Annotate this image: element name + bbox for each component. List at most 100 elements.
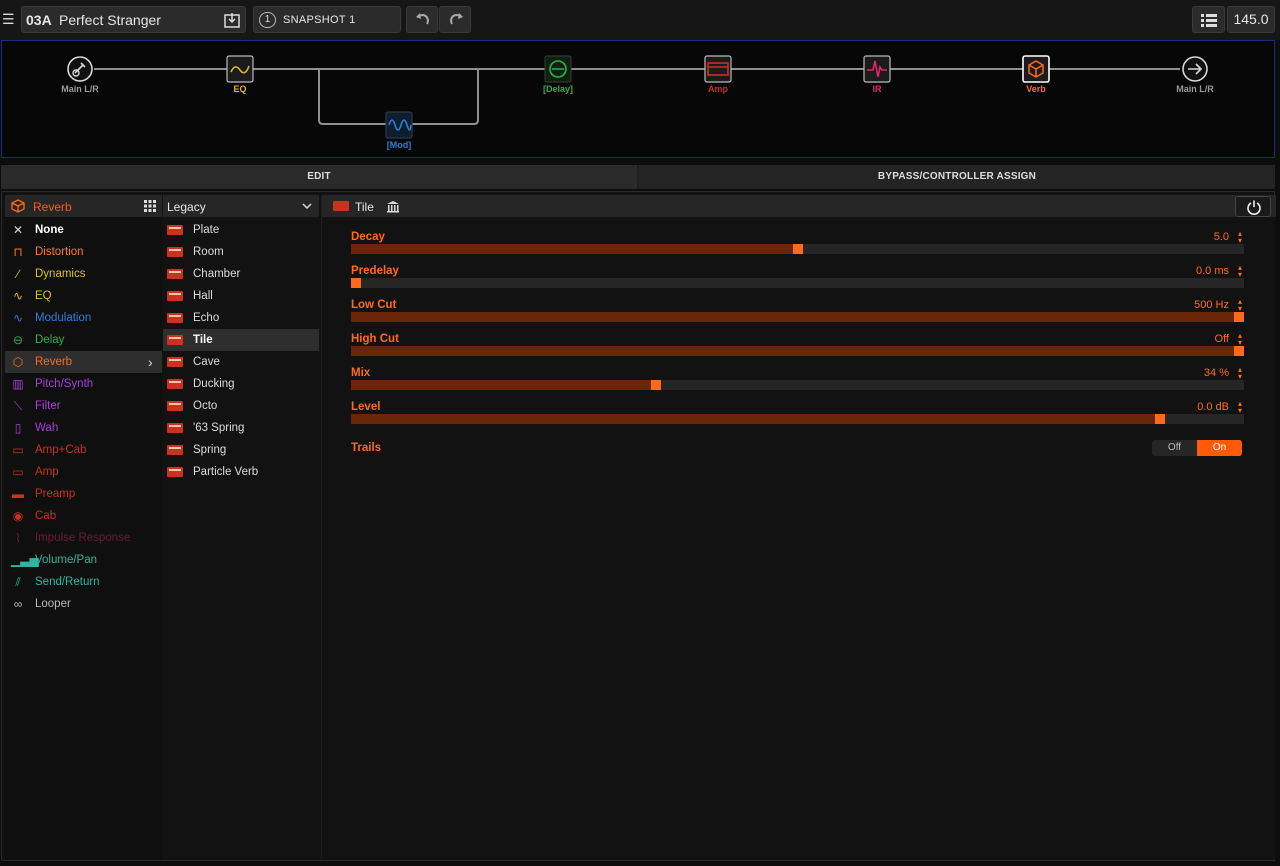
block-model-name: Tile (355, 200, 374, 214)
model-tile[interactable]: Tile (163, 329, 319, 351)
category-label: Cab (35, 510, 57, 522)
tempo-display[interactable]: 145.0 (1227, 6, 1275, 33)
preset-list-button[interactable] (1192, 6, 1225, 33)
category-filter[interactable]: ⟍ Filter (5, 395, 162, 417)
model-hall[interactable]: Hall (163, 285, 319, 307)
category-send-return[interactable]: ⫽ Send/Return (5, 571, 162, 593)
amp-icon[interactable] (704, 55, 732, 83)
category-wah[interactable]: ▯ Wah (5, 417, 162, 439)
category-volume-pan[interactable]: ▁▃▅ Volume/Pan (5, 549, 162, 571)
signal-wires (94, 68, 1180, 125)
category-distortion[interactable]: ⊓ Distortion (5, 241, 162, 263)
speaker-icon: ◉ (12, 509, 24, 523)
trails-toggle[interactable]: Off On (1152, 440, 1242, 456)
stepper-arrows-icon[interactable]: ▴ ▾ (1237, 365, 1242, 381)
param-mix[interactable]: Mix 34 % ▴ ▾ (351, 365, 1244, 397)
stepper-arrows-icon[interactable]: ▴ ▾ (1237, 263, 1242, 279)
slider-fill (351, 346, 1234, 356)
undo-button[interactable] (406, 6, 438, 33)
distortion-wave-icon: ⊓ (13, 245, 23, 259)
toggle-off-option[interactable]: Off (1167, 442, 1182, 453)
redo-button[interactable] (439, 6, 471, 33)
category-preamp[interactable]: ▬ Preamp (5, 483, 162, 505)
category-dynamics[interactable]: ∕ Dynamics (5, 263, 162, 285)
model-echo[interactable]: Echo (163, 307, 319, 329)
category-label: Modulation (35, 312, 92, 324)
model-ducking[interactable]: Ducking (163, 373, 319, 395)
stepper-arrows-icon[interactable]: ▴ ▾ (1237, 229, 1242, 245)
category-header[interactable]: Reverb (5, 195, 162, 217)
category-looper[interactable]: ∞ Looper (5, 593, 162, 615)
category-impulse-response[interactable]: ⌇ Impulse Response (5, 527, 162, 549)
param-label: Decay (351, 231, 385, 243)
guitar-input-icon[interactable] (66, 55, 94, 83)
amp-block-label: Amp (708, 84, 728, 94)
model-octo[interactable]: Octo (163, 395, 319, 417)
delay-icon[interactable] (544, 55, 572, 83)
snapshot-selector[interactable]: 1 SNAPSHOT 1 (253, 6, 401, 33)
category-amp[interactable]: ▭ Amp (5, 461, 162, 483)
category-delay[interactable]: ⊖ Delay (5, 329, 162, 351)
slider-thumb[interactable] (1234, 346, 1244, 356)
category-reverb[interactable]: ⬡ Reverb › (5, 351, 162, 373)
slider-track[interactable] (351, 278, 1244, 288)
category-label: EQ (35, 290, 52, 302)
slider-thumb[interactable] (651, 380, 661, 390)
param-low-cut[interactable]: Low Cut 500 Hz ▴ ▾ (351, 297, 1244, 329)
amp-cab-icon: ▭ (12, 443, 24, 457)
slider-thumb[interactable] (351, 278, 361, 288)
menu-icon[interactable]: ☰ (2, 11, 15, 27)
reverb-cube-icon[interactable] (1022, 55, 1050, 83)
model-chamber[interactable]: Chamber (163, 263, 319, 285)
param-level[interactable]: Level 0.0 dB ▴ ▾ (351, 399, 1244, 431)
param-predelay[interactable]: Predelay 0.0 ms ▴ ▾ (351, 263, 1244, 295)
eq-icon[interactable] (226, 55, 254, 83)
output-label: Main L/R (1176, 84, 1214, 94)
output-arrow-icon[interactable] (1181, 55, 1209, 83)
category-label: Filter (35, 400, 61, 412)
amp-model-icon (167, 291, 183, 301)
param-trails: Trails (351, 440, 381, 454)
category-amp-cab[interactable]: ▭ Amp+Cab (5, 439, 162, 461)
param-decay[interactable]: Decay 5.0 ▴ ▾ (351, 229, 1244, 261)
stepper-arrows-icon[interactable]: ▴ ▾ (1237, 399, 1242, 415)
stepper-arrows-icon[interactable]: ▴ ▾ (1237, 297, 1242, 313)
tab-bypass-controller-assign[interactable]: BYPASS/CONTROLLER ASSIGN (639, 165, 1275, 189)
category-modulation[interactable]: ∿ Modulation (5, 307, 162, 329)
param-value: 5.0 (1213, 231, 1229, 243)
stepper-arrows-icon[interactable]: ▴ ▾ (1237, 331, 1242, 347)
model-subcategory-dropdown[interactable]: Legacy (163, 195, 319, 217)
impulse-response-icon[interactable] (863, 55, 891, 83)
ir-block-label: IR (872, 84, 882, 94)
tab-edit[interactable]: EDIT (1, 165, 637, 189)
slider-thumb[interactable] (1155, 414, 1165, 424)
amp-model-icon (167, 423, 183, 433)
category-none[interactable]: ✕ None (5, 219, 162, 241)
model-room[interactable]: Room (163, 241, 319, 263)
category-cab[interactable]: ◉ Cab (5, 505, 162, 527)
slider-thumb[interactable] (793, 244, 803, 254)
category-eq[interactable]: ∿ EQ (5, 285, 162, 307)
category-pitch-synth[interactable]: ▥ Pitch/Synth (5, 373, 162, 395)
top-bar: ☰ 03A Perfect Stranger 1 SNAPSHOT 1 145.… (0, 0, 1280, 40)
slider-thumb[interactable] (1234, 312, 1244, 322)
category-label: Volume/Pan (35, 554, 98, 566)
model-plate[interactable]: Plate (163, 219, 319, 241)
block-bypass-power-button[interactable] (1235, 196, 1271, 217)
subcategory-label: Legacy (167, 200, 206, 214)
category-label: Pitch/Synth (35, 378, 94, 390)
save-icon[interactable] (223, 11, 241, 29)
model-label: Octo (193, 400, 218, 412)
preset-selector[interactable]: 03A Perfect Stranger (21, 6, 246, 33)
eq-curve-icon: ∿ (12, 289, 24, 303)
slider-track[interactable] (351, 380, 1244, 390)
redo-icon (450, 13, 463, 25)
param-high-cut[interactable]: High Cut Off ▴ ▾ (351, 331, 1244, 363)
model-spring[interactable]: Spring (163, 439, 319, 461)
model-cave[interactable]: Cave (163, 351, 319, 373)
toggle-on-option[interactable]: On (1197, 440, 1242, 456)
model-63-spring[interactable]: '63 Spring (163, 417, 319, 439)
model-particle-verb[interactable]: Particle Verb (163, 461, 319, 483)
modulation-icon[interactable] (385, 111, 413, 139)
grid-view-icon[interactable] (144, 200, 156, 212)
